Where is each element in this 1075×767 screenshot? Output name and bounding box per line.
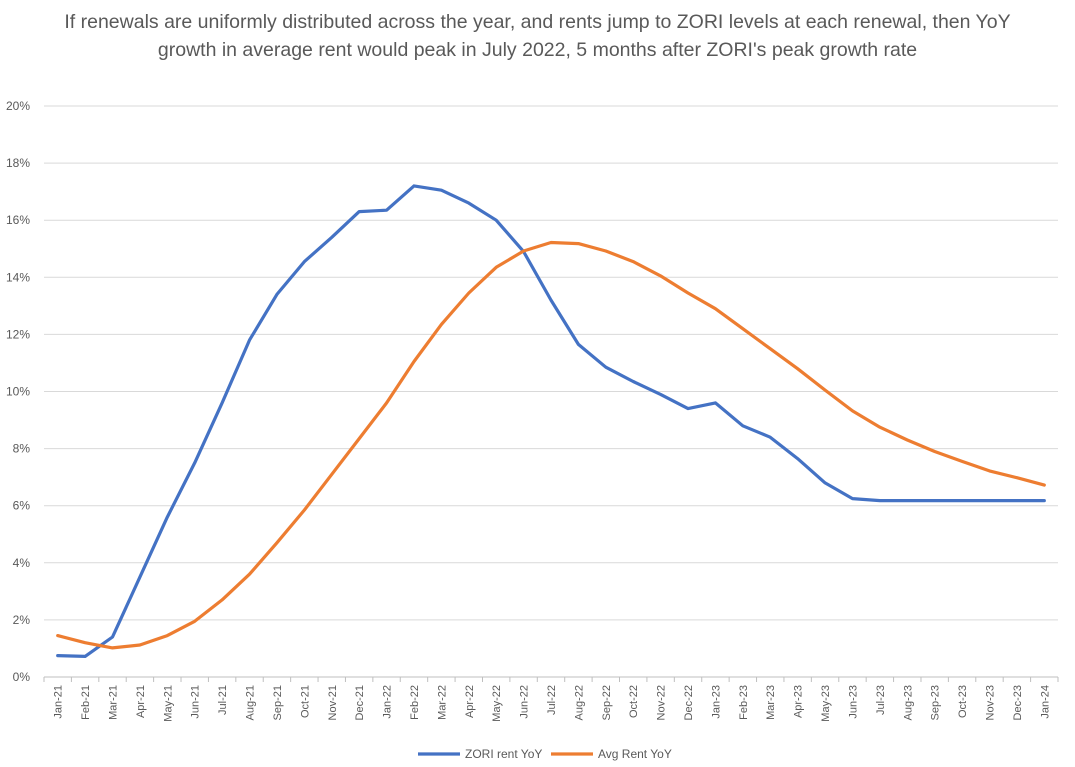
y-tick-label: 20% (6, 99, 30, 113)
gridlines (44, 105, 1058, 621)
series-lines (56, 184, 1046, 659)
x-tick-label: Dec-22 (683, 685, 695, 720)
x-tick-label: May-21 (162, 685, 174, 722)
y-tick-label: 0% (13, 670, 31, 684)
y-tick-label: 12% (6, 327, 30, 341)
y-tick-label: 18% (6, 156, 30, 170)
x-tick-label: Feb-21 (80, 685, 92, 720)
x-tick-label: Oct-23 (957, 685, 969, 718)
legend: ZORI rent YoY Avg Rent YoY (418, 747, 672, 761)
x-tick-label: Aug-23 (902, 685, 914, 720)
x-tick-label: Mar-21 (108, 685, 120, 720)
x-tick-label: Feb-22 (409, 685, 421, 720)
x-tick-label: Jun-23 (847, 685, 859, 719)
x-tick-label: Nov-22 (656, 685, 668, 720)
y-tick-labels: 0% 2% 4% 6% 8% 10% 12% 14% 16% 18% 20% (6, 99, 30, 684)
series-line-avg-rent-yoy (56, 240, 1046, 650)
y-tick-label: 2% (13, 613, 31, 627)
x-tick-label: May-22 (491, 685, 503, 722)
x-tick-label: Apr-21 (135, 685, 147, 718)
x-tick-label: Feb-23 (738, 685, 750, 720)
y-tick-label: 4% (13, 556, 31, 570)
y-tick-label: 8% (13, 442, 31, 456)
x-tick-label: Jun-22 (519, 685, 531, 719)
y-tick-label: 16% (6, 213, 30, 227)
x-tick-label: Jan-24 (1039, 685, 1051, 719)
x-tick-label: Sep-23 (930, 685, 942, 720)
x-tick-label: Sep-21 (272, 685, 284, 720)
x-tick-label: Jul-21 (217, 685, 229, 715)
x-tick-label: Apr-23 (793, 685, 805, 718)
x-tick-label: Mar-22 (436, 685, 448, 720)
x-tick-label: Jul-23 (875, 685, 887, 715)
x-tick-label: Aug-21 (245, 685, 257, 720)
x-tick-label: Oct-22 (628, 685, 640, 718)
series-line-zori-rent-yoy (56, 184, 1046, 659)
legend-label: Avg Rent YoY (598, 747, 672, 761)
x-tick-label: Jan-21 (53, 685, 65, 719)
chart-title: If renewals are uniformly distributed ac… (64, 11, 1011, 61)
x-tick-label: Jan-23 (710, 685, 722, 719)
x-tick-label: Dec-23 (1012, 685, 1024, 720)
x-tick-label: Oct-21 (299, 685, 311, 718)
x-tick-label: Nov-21 (327, 685, 339, 720)
y-tick-label: 6% (13, 499, 31, 513)
legend-label: ZORI rent YoY (465, 747, 542, 761)
y-tick-label: 14% (6, 270, 30, 284)
x-tick-label: Jan-22 (382, 685, 394, 719)
x-tick-label: Jul-22 (546, 685, 558, 715)
x-tick-label: Jun-21 (190, 685, 202, 719)
x-tick-label: May-23 (820, 685, 832, 722)
x-tick-label: Apr-22 (464, 685, 476, 718)
axes (43, 676, 1059, 682)
x-tick-label: Dec-21 (354, 685, 366, 720)
x-tick-labels: Jan-21 Feb-21 Mar-21 Apr-21 May-21 Jun-21 Jul-… (53, 685, 1052, 722)
y-tick-label: 10% (6, 385, 30, 399)
x-tick-label: Mar-23 (765, 685, 777, 720)
x-tick-label: Nov-23 (984, 685, 996, 720)
x-tick-label: Aug-22 (573, 685, 585, 720)
x-tick-label: Sep-22 (601, 685, 613, 720)
